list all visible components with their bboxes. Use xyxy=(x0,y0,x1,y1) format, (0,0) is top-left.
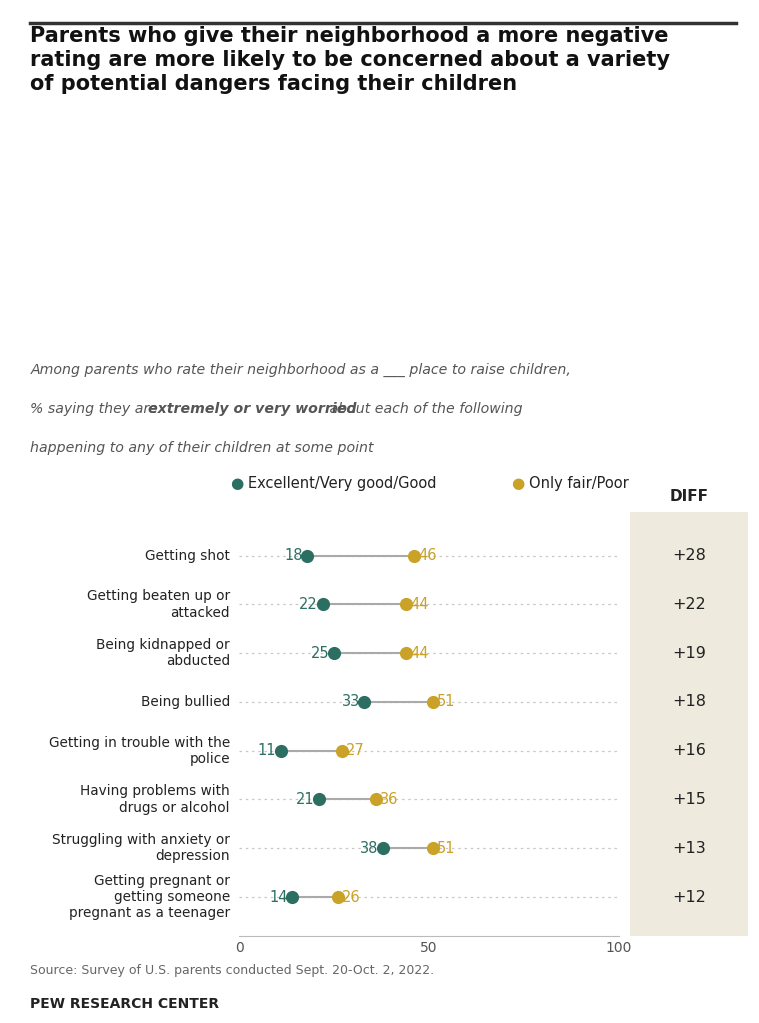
Text: Being kidnapped or
abducted: Being kidnapped or abducted xyxy=(96,638,230,668)
Point xyxy=(275,743,287,759)
Text: 21: 21 xyxy=(295,792,314,807)
Text: +12: +12 xyxy=(672,890,706,904)
Point xyxy=(328,644,340,661)
Point xyxy=(332,889,344,905)
Text: ●: ● xyxy=(512,476,531,491)
Text: +15: +15 xyxy=(672,792,706,807)
Text: +16: +16 xyxy=(672,744,706,758)
Text: Getting shot: Getting shot xyxy=(145,548,230,563)
Text: +18: +18 xyxy=(672,695,706,709)
Text: DIFF: DIFF xyxy=(669,489,708,504)
Text: 51: 51 xyxy=(437,841,455,856)
Text: +22: +22 xyxy=(672,596,706,612)
Text: +13: +13 xyxy=(672,841,706,856)
Text: Struggling with anxiety or
depression: Struggling with anxiety or depression xyxy=(52,833,230,863)
Point xyxy=(286,889,298,905)
Text: % saying they are: % saying they are xyxy=(30,402,162,416)
Text: Being bullied: Being bullied xyxy=(140,695,230,709)
Text: Getting beaten up or
attacked: Getting beaten up or attacked xyxy=(87,589,230,620)
Text: +19: +19 xyxy=(672,646,706,661)
Text: Parents who give their neighborhood a more negative
rating are more likely to be: Parents who give their neighborhood a mo… xyxy=(30,26,670,93)
Point xyxy=(427,840,439,856)
Text: 51: 51 xyxy=(437,695,455,709)
Point xyxy=(335,743,348,759)
Text: 11: 11 xyxy=(258,744,276,758)
Text: PEW RESEARCH CENTER: PEW RESEARCH CENTER xyxy=(30,997,219,1012)
Text: 22: 22 xyxy=(299,596,318,612)
Point xyxy=(370,792,382,808)
Text: 27: 27 xyxy=(346,744,365,758)
Point xyxy=(358,694,370,710)
Text: +28: +28 xyxy=(672,548,706,563)
Text: 44: 44 xyxy=(411,596,429,612)
Text: 36: 36 xyxy=(380,792,398,807)
Point xyxy=(317,596,329,613)
Text: 25: 25 xyxy=(310,646,329,661)
Text: 46: 46 xyxy=(418,548,436,563)
Point xyxy=(400,644,412,661)
Text: 18: 18 xyxy=(285,548,303,563)
Text: Getting pregnant or
getting someone
pregnant as a teenager: Getting pregnant or getting someone preg… xyxy=(69,874,230,921)
Text: 38: 38 xyxy=(361,841,379,856)
Text: Getting in trouble with the
police: Getting in trouble with the police xyxy=(49,736,230,766)
Text: Source: Survey of U.S. parents conducted Sept. 20-Oct. 2, 2022.: Source: Survey of U.S. parents conducted… xyxy=(30,964,434,977)
Text: Among parents who rate their neighborhood as a ___ place to raise children,: Among parents who rate their neighborhoo… xyxy=(30,363,572,377)
Text: about each of the following: about each of the following xyxy=(325,402,522,416)
Text: 14: 14 xyxy=(269,890,288,904)
Point xyxy=(427,694,439,710)
Point xyxy=(377,840,389,856)
Text: happening to any of their children at some point: happening to any of their children at so… xyxy=(30,441,374,455)
Text: Only fair/Poor: Only fair/Poor xyxy=(529,476,628,491)
Point xyxy=(301,547,313,564)
Text: extremely or very worried: extremely or very worried xyxy=(148,402,357,416)
Text: 44: 44 xyxy=(411,646,429,661)
Text: 26: 26 xyxy=(342,890,361,904)
Text: ●: ● xyxy=(231,476,250,491)
Text: Excellent/Very good/Good: Excellent/Very good/Good xyxy=(248,476,436,491)
Text: Having problems with
drugs or alcohol: Having problems with drugs or alcohol xyxy=(80,785,230,814)
Point xyxy=(313,792,325,808)
Text: 33: 33 xyxy=(342,695,360,709)
Point xyxy=(400,596,412,613)
Point xyxy=(408,547,420,564)
